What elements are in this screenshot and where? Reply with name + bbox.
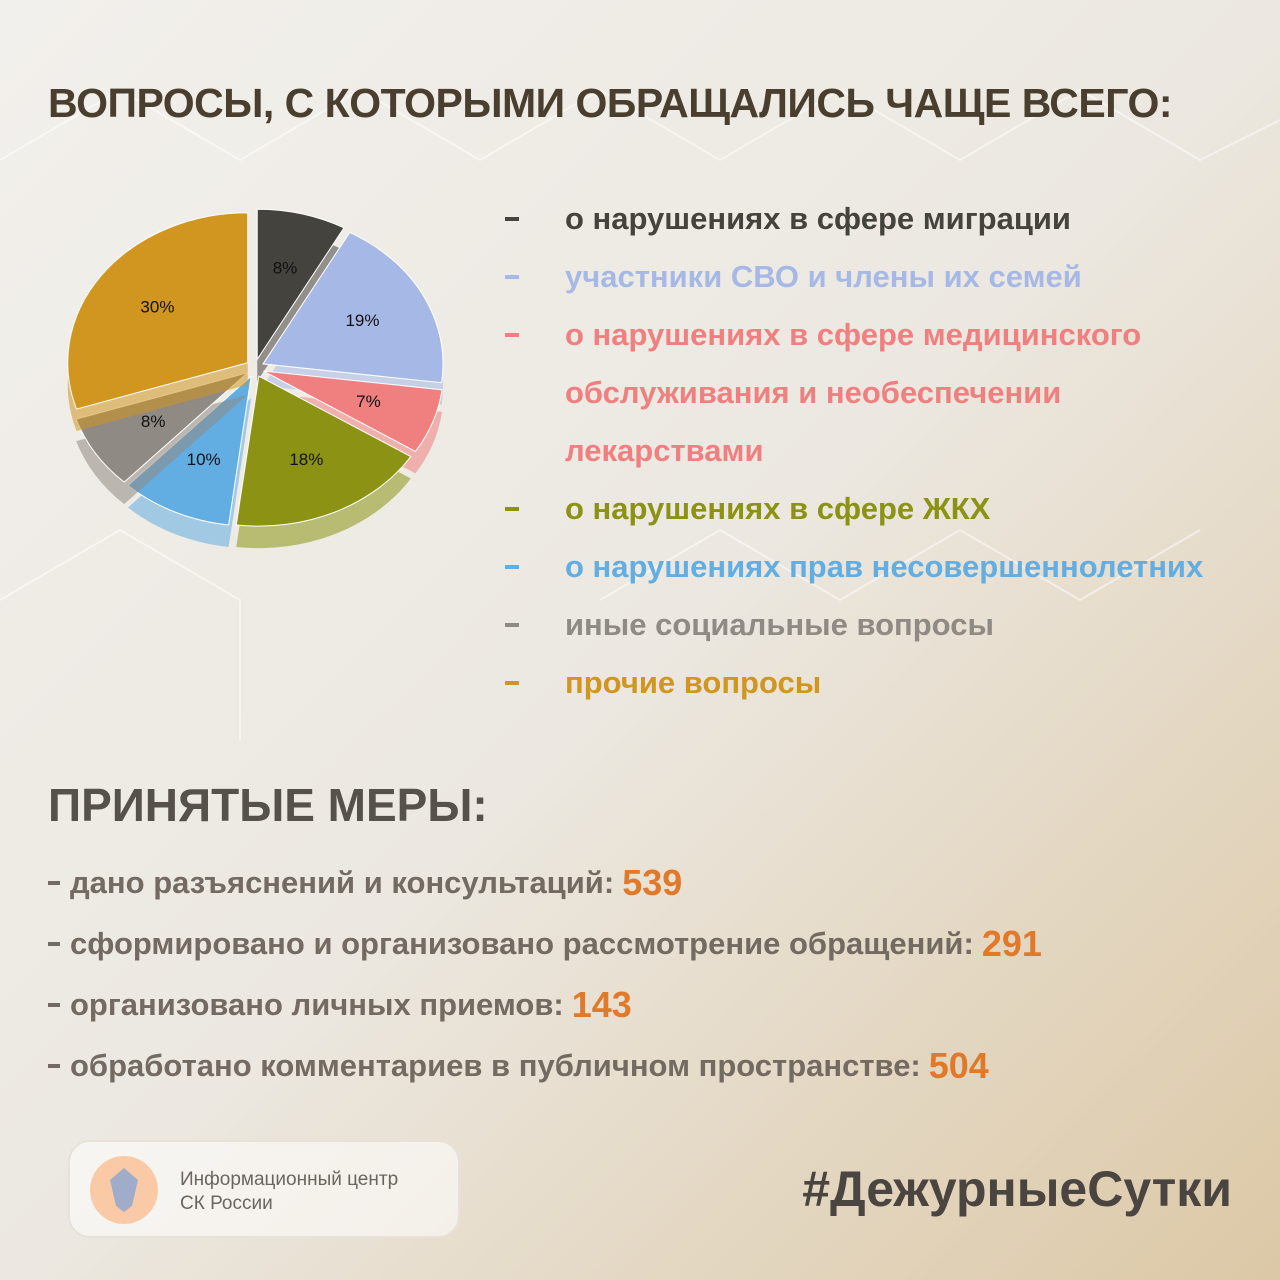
pie-slice: [262, 231, 444, 384]
legend-item: о нарушениях прав несовершеннолетних: [505, 538, 1245, 596]
legend-label: о нарушениях в сфере миграции: [565, 201, 1071, 236]
legend-label: участники СВО и члены их семей: [565, 259, 1082, 294]
measure-label: сформировано и организовано рассмотрение…: [70, 925, 974, 961]
legend-label: о нарушениях в сфере медицинского обслуж…: [565, 317, 1142, 468]
measures: дано разъяснений и консультаций: 539 сформ…: [48, 852, 1042, 1096]
title: ВОПРОСЫ, С КОТОРЫМИ ОБРАЩАЛИСЬ ЧАЩЕ ВСЕГ…: [48, 80, 1173, 126]
legend-item: о нарушениях в сфере миграции: [505, 190, 1245, 248]
measure-label: организовано личных приемов:: [70, 986, 564, 1022]
measure-label: обработано комментариев в публичном прос…: [70, 1047, 921, 1083]
pie-label: 30%: [140, 298, 174, 317]
pie-slice: [67, 212, 249, 410]
measure-value: 539: [622, 861, 683, 903]
legend-dash: [505, 333, 519, 337]
org: Информационный центр СК России: [180, 1168, 398, 1216]
pie-label: 10%: [187, 450, 221, 469]
measure-value: 504: [928, 1044, 989, 1086]
measure: дано разъяснений и консультаций: 539: [48, 852, 1042, 913]
pie-label: 8%: [141, 412, 166, 431]
logo-box: [68, 1140, 460, 1238]
legend-label: о нарушениях прав несовершеннолетних: [565, 549, 1204, 584]
pie-slice: [263, 370, 443, 453]
measures-title: ПРИНЯТЫЕ МЕРЫ:: [48, 779, 488, 831]
pie-slice: [235, 375, 412, 527]
measure-dash: [48, 1063, 60, 1068]
pie-label: 18%: [289, 450, 323, 469]
legend-dash: [505, 217, 519, 221]
legend: о нарушениях в сфере миграции участники С…: [505, 190, 1245, 712]
legend-dash: [505, 507, 519, 511]
measure-dash: [48, 941, 60, 946]
measure-dash: [48, 880, 60, 885]
pie-label: 19%: [345, 311, 379, 330]
measure: организовано личных приемов: 143: [48, 974, 1042, 1035]
legend-item: прочие вопросы: [505, 654, 1245, 712]
measure-dash: [48, 1002, 60, 1007]
pie-slice: [256, 208, 345, 361]
legend-item: о нарушениях в сфере медицинского обслуж…: [505, 306, 1245, 480]
org-line: Информационный центр: [180, 1169, 399, 1190]
legend-dash: [505, 565, 519, 569]
measure-value: 291: [981, 922, 1042, 964]
legend-dash: [505, 275, 519, 279]
org-line: СК России: [180, 1193, 273, 1214]
legend-dash: [505, 681, 519, 685]
measure-label: дано разъяснений и консультаций:: [70, 864, 615, 900]
legend-label: о нарушениях в сфере ЖКХ: [565, 491, 991, 526]
legend-item: участники СВО и члены их семей: [505, 248, 1245, 306]
legend-item: иные социальные вопросы: [505, 596, 1245, 654]
hashtag: #ДежурныеСутки: [802, 1161, 1232, 1217]
legend-label: иные социальные вопросы: [565, 607, 994, 642]
measure-value: 143: [571, 983, 632, 1025]
measure: обработано комментариев в публичном прос…: [48, 1035, 1042, 1096]
legend-label: прочие вопросы: [565, 665, 822, 700]
pie-label: 8%: [273, 259, 298, 278]
legend-dash: [505, 623, 519, 627]
measure: сформировано и организовано рассмотрение…: [48, 913, 1042, 974]
legend-item: о нарушениях в сфере ЖКХ: [505, 480, 1245, 538]
pie: 8% 19% 7% 18% 10% 8% 30%: [67, 208, 444, 549]
pie-label: 7%: [356, 392, 381, 411]
